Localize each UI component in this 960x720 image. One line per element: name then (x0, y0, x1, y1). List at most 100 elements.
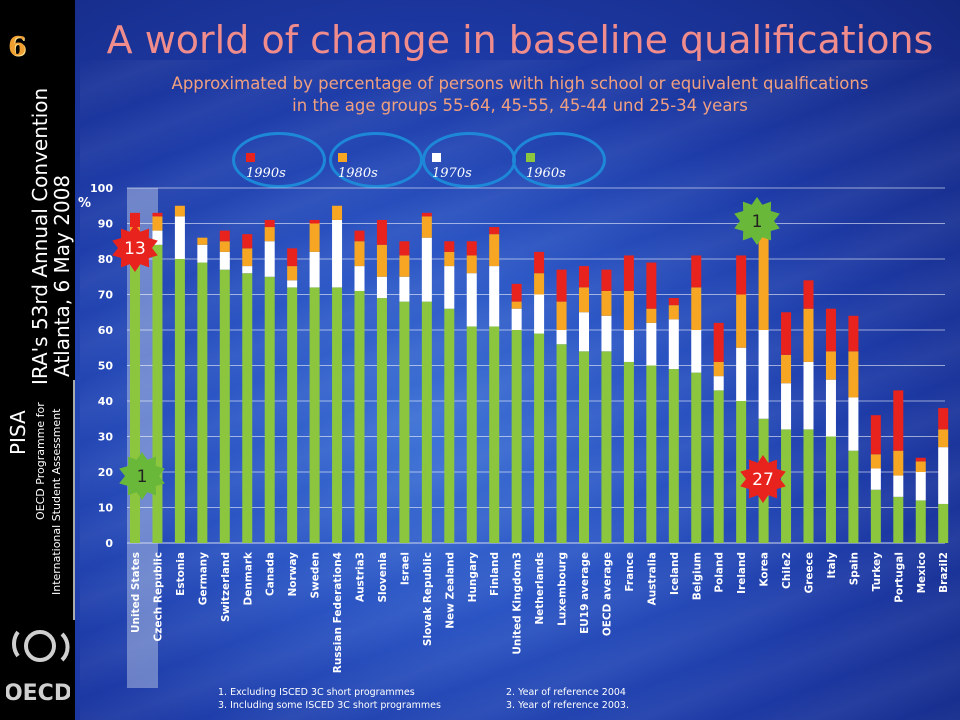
bar-segment-1970s (781, 383, 792, 430)
legend-label-1960s: 1960s (526, 166, 566, 181)
bar-segment-1960s (376, 298, 387, 543)
y-tick-label: 50 (98, 360, 114, 373)
bar-segment-1960s (264, 276, 275, 543)
x-tick-label: Finland (489, 552, 501, 596)
bar-segment-1980s (623, 290, 634, 330)
page-title: A world of change in baseline qualificat… (106, 18, 934, 62)
bar-segment-1970s (691, 330, 702, 373)
sidebar-divider (73, 380, 75, 620)
bar-segment-1980s (668, 305, 679, 320)
bar-segment-1970s (556, 330, 567, 345)
x-tick-label: Poland (714, 552, 726, 593)
bar-segment-1990s (556, 269, 567, 302)
x-tick-label: Mexico (916, 552, 928, 593)
bar-segment-1970s (534, 294, 545, 334)
y-tick-label: 40 (98, 395, 114, 408)
bar-segment-1970s (399, 276, 410, 302)
bar-segment-1990s (219, 230, 230, 242)
bar-segment-1990s (938, 408, 949, 430)
bar-segment-1980s (601, 290, 612, 316)
bar-segment-1980s (354, 241, 365, 267)
x-tick-label: Iceland (669, 552, 681, 595)
bar-segment-1990s (825, 308, 836, 352)
y-tick-label: 70 (98, 289, 114, 302)
oecd-logo-arc-left (12, 630, 20, 658)
badge-label: 27 (752, 470, 774, 490)
bar-segment-1960s (489, 326, 500, 543)
bar-segment-1980s (915, 461, 926, 472)
bar-segment-1970s (332, 219, 343, 288)
bar-segment-1990s (870, 415, 881, 455)
bar-segment-1990s (601, 269, 612, 291)
bar-segment-1990s (264, 219, 275, 228)
bar-segment-1980s (287, 266, 298, 281)
bar-segment-1970s (579, 312, 589, 352)
x-tick-label: OECD average (601, 552, 613, 636)
bar-segment-1980s (511, 301, 522, 309)
bar-segment-1990s (466, 241, 477, 256)
y-tick-label: 100 (90, 182, 113, 195)
subtitle-line2: in the age groups 55-64, 45-55, 45-44 un… (292, 96, 748, 115)
bar-segment-1960s (691, 372, 702, 543)
bar-segment-1990s (309, 219, 320, 224)
bar-segment-1960s (848, 450, 859, 543)
bar-segment-1960s (197, 262, 208, 543)
y-tick-label: 30 (98, 431, 114, 444)
x-tick-label: EU19 average (579, 552, 591, 634)
bar-segment-1990s (781, 312, 792, 355)
x-tick-label: Austria3 (355, 552, 367, 602)
y-tick-label: 80 (98, 253, 114, 266)
bar-segment-1960s (511, 330, 522, 543)
bar-segment-1980s (174, 205, 185, 217)
slide-number: 6 (8, 32, 27, 62)
badge-star (740, 455, 786, 503)
footnote-3: 3. Including some ISCED 3C short program… (218, 700, 441, 711)
x-tick-label: Spain (848, 552, 860, 585)
bar-segment-1970s (219, 251, 230, 270)
bar-segment-1990s (668, 298, 679, 306)
bar-segment-1960s (601, 351, 612, 543)
bar-segment-1960s (242, 273, 253, 543)
bar-segment-1960s (781, 429, 792, 543)
bar-segment-1980s (399, 255, 410, 277)
x-tick-label: Denmark (242, 551, 254, 606)
bar-segment-1990s (579, 266, 589, 288)
x-tick-label: United States (130, 552, 142, 633)
x-tick-label: Switzerland (220, 552, 232, 622)
bar-segment-1990s (421, 212, 432, 217)
legend-swatch-1980s (338, 153, 347, 162)
bar-segment-1960s (332, 287, 343, 543)
oecd-logo-text: OECD (6, 681, 70, 706)
subtitle-line1: Approximated by percentage of persons wi… (171, 74, 869, 93)
bar-segment-1990s (376, 219, 387, 245)
y-tick-label: 0 (105, 537, 113, 550)
bar-segment-1970s (376, 276, 387, 299)
bar-segment-1960s (668, 369, 679, 543)
bar-segment-1980s (825, 351, 836, 380)
legend-item-1970s: 1970s (432, 151, 472, 181)
x-tick-labels: United States Czech Republic Estonia German… (130, 551, 950, 673)
x-tick-label: Greece (804, 552, 816, 593)
bars (130, 205, 949, 544)
bar-segment-1980s (534, 273, 545, 295)
bar-segment-1960s (825, 436, 836, 543)
bar-segment-1990s (511, 283, 522, 302)
bar-segment-1990s (713, 322, 724, 362)
legend-ellipse-1980s (329, 132, 423, 188)
bar-segment-1970s (825, 379, 836, 437)
bar-segment-1960s (174, 259, 185, 543)
legend-swatch-1990s (246, 153, 255, 162)
bar-segment-1970s (713, 376, 724, 391)
bar-segment-1990s (915, 457, 926, 462)
bar-segment-1980s (219, 241, 230, 252)
bar-segment-1970s (287, 280, 298, 288)
bar-segment-1980s (489, 234, 500, 267)
bar-segment-1980s (264, 227, 275, 242)
x-tick-label: Sweden (310, 552, 322, 599)
x-tick-label: Luxembourg (557, 552, 569, 626)
bar-segment-1960s (130, 259, 140, 543)
y-tick-label: 10 (98, 502, 114, 515)
bar-segment-1960s (399, 301, 410, 543)
bar-segment-1970s (668, 319, 679, 370)
x-tick-label: Norway (287, 552, 299, 597)
